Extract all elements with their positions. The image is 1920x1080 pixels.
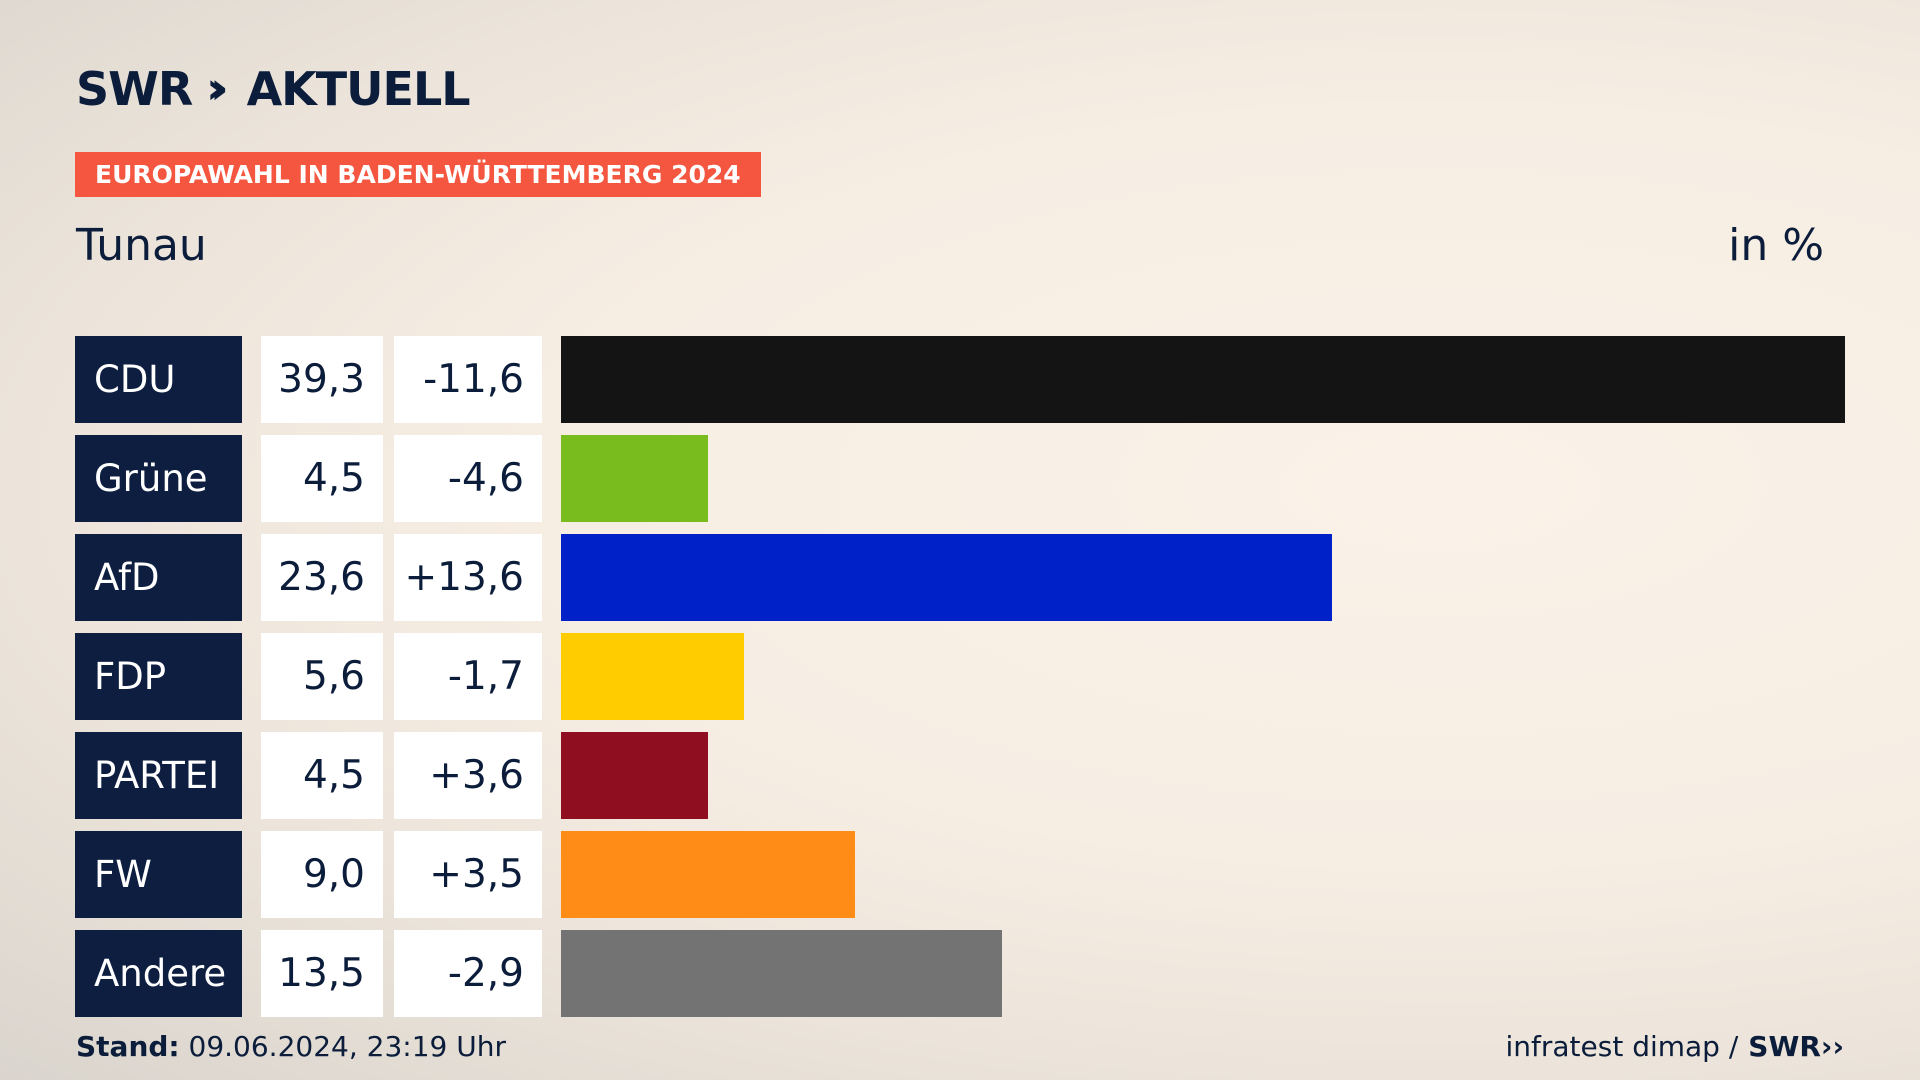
result-bar (561, 831, 855, 918)
source-text: infratest dimap / (1505, 1030, 1739, 1063)
vote-share-value: 13,5 (261, 930, 383, 1017)
party-label: CDU (75, 336, 242, 423)
result-row: FDP 5,6 -1,7 (75, 633, 1845, 720)
logo-swr-text: SWR (76, 62, 193, 116)
result-bar (561, 336, 1845, 423)
vote-share-value: 39,3 (261, 336, 383, 423)
change-value: -2,9 (394, 930, 542, 1017)
result-bar (561, 732, 708, 819)
timestamp: Stand: 09.06.2024, 23:19 Uhr (76, 1030, 506, 1063)
result-row: Andere 13,5 -2,9 (75, 930, 1845, 1017)
stand-label: Stand: (76, 1030, 180, 1063)
logo-chevron-icon: ›› (206, 63, 229, 114)
logo-aktuell-text: AKTUELL (246, 62, 471, 116)
party-label: PARTEI (75, 732, 242, 819)
change-value: -11,6 (394, 336, 542, 423)
result-row: PARTEI 4,5 +3,6 (75, 732, 1845, 819)
result-row: AfD 23,6 +13,6 (75, 534, 1845, 621)
source-swr-logo: SWR›› (1748, 1030, 1844, 1063)
result-row: Grüne 4,5 -4,6 (75, 435, 1845, 522)
region-title: Tunau (76, 220, 207, 271)
result-bar (561, 435, 708, 522)
change-value: +3,6 (394, 732, 542, 819)
stand-value: 09.06.2024, 23:19 Uhr (179, 1030, 506, 1063)
result-row: CDU 39,3 -11,6 (75, 336, 1845, 423)
party-label: AfD (75, 534, 242, 621)
election-tag: EUROPAWAHL IN BADEN-WÜRTTEMBERG 2024 (75, 152, 761, 197)
vote-share-value: 9,0 (261, 831, 383, 918)
party-label: FDP (75, 633, 242, 720)
party-label: Andere (75, 930, 242, 1017)
party-label: FW (75, 831, 242, 918)
result-bar (561, 633, 744, 720)
result-row: FW 9,0 +3,5 (75, 831, 1845, 918)
vote-share-value: 23,6 (261, 534, 383, 621)
change-value: -1,7 (394, 633, 542, 720)
vote-share-value: 5,6 (261, 633, 383, 720)
change-value: -4,6 (394, 435, 542, 522)
unit-label: in % (1728, 220, 1824, 271)
source-credit: infratest dimap / SWR›› (1505, 1030, 1844, 1063)
change-value: +13,6 (394, 534, 542, 621)
result-bar (561, 930, 1002, 1017)
swr-aktuell-logo: SWR ›› AKTUELL (76, 62, 471, 116)
vote-share-value: 4,5 (261, 435, 383, 522)
change-value: +3,5 (394, 831, 542, 918)
vote-share-value: 4,5 (261, 732, 383, 819)
result-bar (561, 534, 1332, 621)
party-label: Grüne (75, 435, 242, 522)
